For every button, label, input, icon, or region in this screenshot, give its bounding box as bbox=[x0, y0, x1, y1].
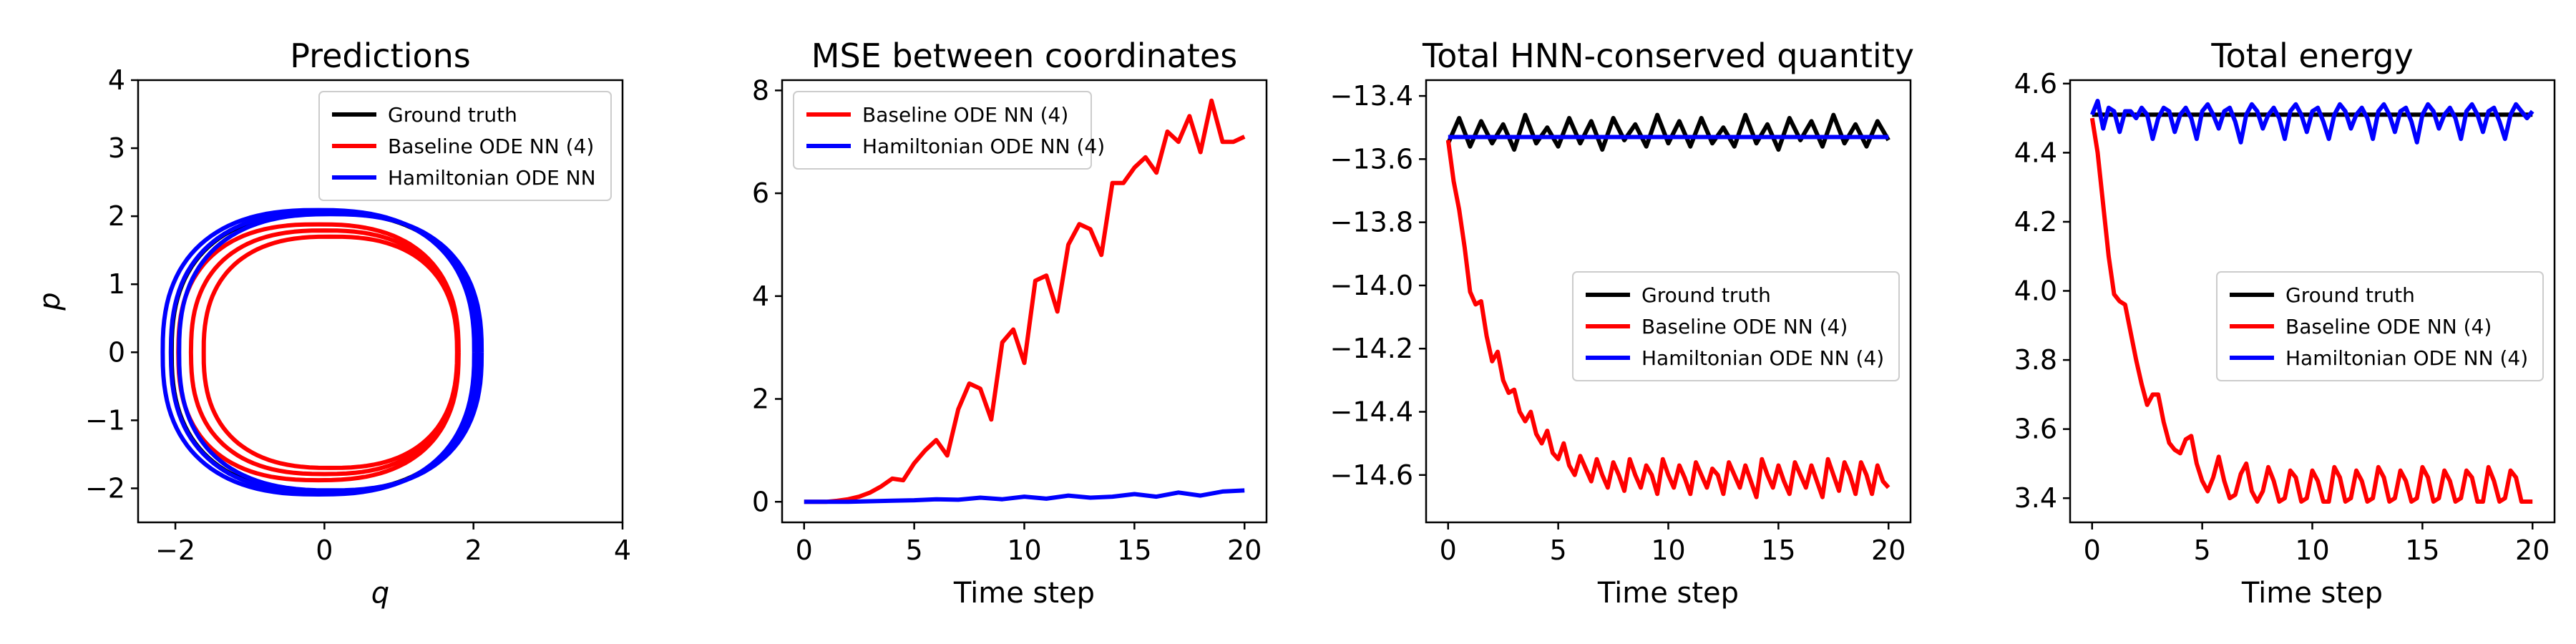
y-tick-label: 3 bbox=[108, 132, 125, 164]
series-line-3 bbox=[2090, 99, 2534, 145]
series-line-2 bbox=[2089, 117, 2533, 504]
x-tick-label: 20 bbox=[1227, 535, 1262, 566]
series-group bbox=[1445, 112, 1890, 499]
x-axis-label: Time step bbox=[1597, 577, 1739, 610]
legend: Baseline ODE NN (4) Hamiltonian ODE NN (4… bbox=[793, 91, 1105, 170]
legend: Ground truth Baseline ODE NN (4) Hamiltoni… bbox=[2216, 271, 2544, 381]
y-tick-label: −14.6 bbox=[1330, 459, 1413, 491]
x-tick-label: 4 bbox=[614, 535, 631, 566]
legend-label: Hamiltonian ODE NN (4) bbox=[2285, 346, 2528, 370]
plot-frame bbox=[137, 79, 624, 524]
x-tick-label: 2 bbox=[465, 535, 482, 566]
x-tick-label: 15 bbox=[1117, 535, 1151, 566]
y-tick-label: 8 bbox=[752, 74, 769, 106]
subplot-title: Total energy bbox=[2210, 36, 2413, 75]
legend-label: Hamiltonian ODE NN (4) bbox=[862, 135, 1105, 158]
x-tick-label: −2 bbox=[155, 535, 195, 566]
y-tick-label: 4.4 bbox=[2014, 137, 2057, 168]
subplot-title: Total HNN-conserved quantity bbox=[1422, 36, 1914, 75]
series-line-3 bbox=[177, 212, 484, 493]
y-axis-label: p bbox=[34, 292, 67, 311]
x-tick-label: 5 bbox=[906, 535, 923, 566]
x-tick-label: 10 bbox=[1007, 535, 1041, 566]
y-tick-label: −2 bbox=[85, 472, 125, 504]
y-tick-label: −13.8 bbox=[1330, 207, 1413, 238]
y-tick-label: 4.0 bbox=[2014, 275, 2057, 307]
x-tick-label: 0 bbox=[2084, 535, 2101, 566]
x-tick-label: 5 bbox=[2194, 535, 2211, 566]
subplot-2: MSE between coordinates 0 5 10 15 20 0 2 4 6 8 Time… bbox=[752, 36, 1268, 610]
series-group bbox=[804, 98, 1246, 504]
y-tick-label: 2 bbox=[108, 200, 125, 232]
x-tick-label: 15 bbox=[1761, 535, 1795, 566]
y-tick-label: 3.6 bbox=[2014, 414, 2057, 445]
y-tick-label: 3.4 bbox=[2014, 482, 2057, 514]
legend-label: Ground truth bbox=[388, 103, 517, 127]
subplot-3: Total HNN-conserved quantity 0 5 10 15 20 −14.… bbox=[1330, 36, 1914, 610]
legend-label: Ground truth bbox=[2285, 283, 2415, 307]
legend: Ground truth Baseline ODE NN (4) Hamiltoni… bbox=[318, 91, 612, 201]
y-tick-label: 0 bbox=[752, 486, 769, 517]
subplot-title: Predictions bbox=[290, 36, 470, 75]
x-tick-label: 5 bbox=[1550, 535, 1567, 566]
series-group bbox=[2089, 99, 2534, 504]
legend-label: Ground truth bbox=[1641, 283, 1771, 307]
x-tick-label: 20 bbox=[2515, 535, 2550, 566]
x-tick-label: 10 bbox=[1651, 535, 1685, 566]
x-tick-label: 0 bbox=[1440, 535, 1457, 566]
legend-box bbox=[318, 91, 612, 201]
y-tick-label: −14.0 bbox=[1330, 270, 1413, 301]
y-tick-label: −1 bbox=[85, 404, 125, 436]
legend-box bbox=[2216, 271, 2544, 381]
x-tick-label: 0 bbox=[796, 535, 813, 566]
subplot-title: MSE between coordinates bbox=[811, 36, 1237, 75]
legend-box bbox=[793, 91, 1092, 170]
series-line-2 bbox=[804, 488, 1245, 504]
subplot-4: Total energy 0 5 10 15 20 3.4 3.6 3.8 4.0 4.2 4.4 4.… bbox=[2014, 36, 2556, 610]
x-tick-label: 20 bbox=[1871, 535, 1906, 566]
y-tick-label: −14.2 bbox=[1330, 333, 1413, 364]
x-axis-label: Time step bbox=[2241, 577, 2383, 610]
series-line-2 bbox=[201, 234, 459, 470]
legend-label: Baseline ODE NN (4) bbox=[388, 135, 594, 158]
y-tick-label: 6 bbox=[752, 177, 769, 209]
x-tick-label: 0 bbox=[316, 535, 333, 566]
y-tick-label: 0 bbox=[108, 336, 125, 368]
y-tick-label: 2 bbox=[752, 384, 769, 415]
legend-label: Hamiltonian ODE NN (4) bbox=[1641, 346, 1884, 370]
y-tick-label: 4 bbox=[108, 64, 125, 96]
series-group bbox=[160, 208, 484, 497]
y-tick-label: 4.2 bbox=[2014, 206, 2057, 238]
series-line-2 bbox=[1445, 140, 1890, 499]
y-tick-label: −13.4 bbox=[1330, 80, 1413, 112]
x-axis-label: Time step bbox=[953, 577, 1095, 610]
legend: Ground truth Baseline ODE NN (4) Hamiltoni… bbox=[1572, 271, 1900, 381]
legend-label: Baseline ODE NN (4) bbox=[2285, 315, 2492, 338]
y-tick-label: −14.4 bbox=[1330, 396, 1413, 428]
x-tick-label: 15 bbox=[2405, 535, 2439, 566]
legend-label: Baseline ODE NN (4) bbox=[1641, 315, 1848, 338]
y-tick-label: 4.6 bbox=[2014, 68, 2057, 99]
y-tick-label: 4 bbox=[752, 280, 769, 312]
series-line-2 bbox=[188, 228, 460, 477]
y-tick-label: 3.8 bbox=[2014, 344, 2057, 376]
legend-label: Hamiltonian ODE NN bbox=[388, 166, 596, 190]
series-line-1 bbox=[1446, 112, 1890, 152]
legend-box bbox=[1572, 271, 1900, 381]
legend-label: Baseline ODE NN (4) bbox=[862, 103, 1068, 127]
x-axis-label: q bbox=[371, 577, 389, 610]
series-line-1 bbox=[804, 98, 1246, 504]
y-tick-label: −13.6 bbox=[1330, 143, 1413, 175]
subplot-1: Predictions −2 0 2 4 −2 −1 0 1 2 3 4 q p Ground truth B… bbox=[34, 36, 631, 610]
y-tick-label: 1 bbox=[108, 268, 125, 300]
x-tick-label: 10 bbox=[2295, 535, 2329, 566]
